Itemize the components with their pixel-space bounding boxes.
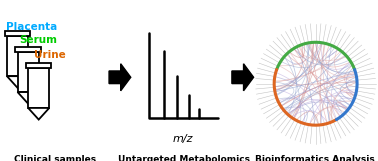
Polygon shape <box>7 76 28 88</box>
Polygon shape <box>5 31 30 36</box>
Text: Placenta: Placenta <box>6 22 57 32</box>
Polygon shape <box>7 36 28 76</box>
Polygon shape <box>26 63 51 68</box>
Text: Urine: Urine <box>34 50 66 60</box>
Text: Clinical samples: Clinical samples <box>14 155 96 161</box>
Polygon shape <box>17 92 39 104</box>
Polygon shape <box>17 52 39 92</box>
Text: Untargeted Metabolomics: Untargeted Metabolomics <box>118 155 251 161</box>
Polygon shape <box>28 68 49 108</box>
Polygon shape <box>15 47 41 52</box>
Text: m/z: m/z <box>173 134 194 144</box>
Text: Serum: Serum <box>20 35 58 46</box>
FancyArrow shape <box>109 64 131 91</box>
Polygon shape <box>28 108 49 120</box>
FancyArrow shape <box>232 64 254 91</box>
Text: Bioinformatics Analysis: Bioinformatics Analysis <box>255 155 374 161</box>
